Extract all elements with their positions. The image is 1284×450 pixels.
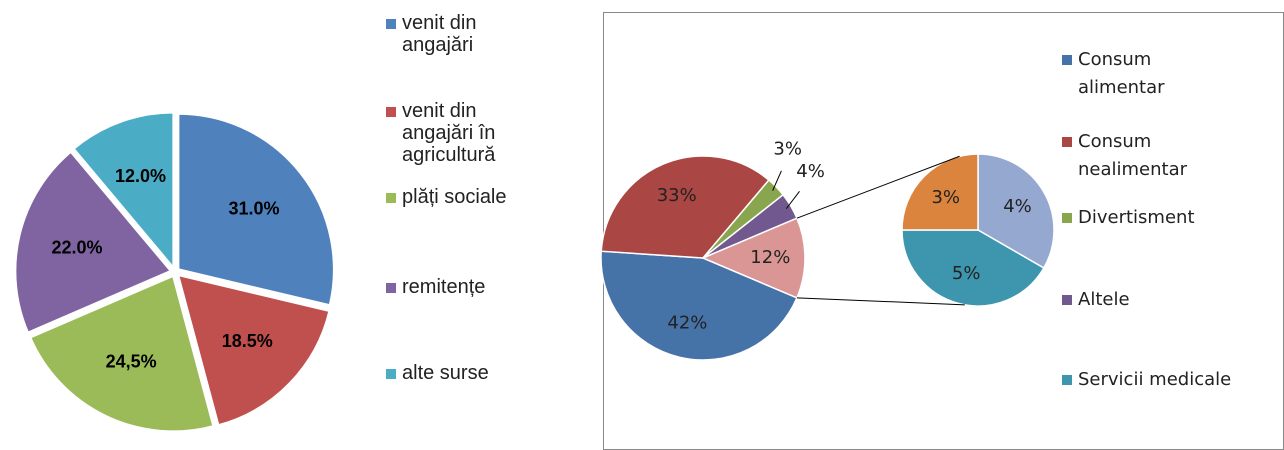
- legend-entry: Consum alimentar: [1062, 46, 1188, 102]
- pie-slice: [600, 155, 770, 259]
- connector-line: [796, 297, 965, 306]
- legend-swatch: [1062, 137, 1072, 147]
- data-label: 3%: [773, 138, 802, 159]
- legend-label: alte surse: [402, 362, 489, 384]
- legend-swatch: [386, 283, 396, 293]
- legend-swatch: [386, 107, 396, 117]
- legend-label: Servicii medicale: [1078, 369, 1232, 390]
- data-label: 33%: [657, 185, 697, 206]
- legend-label: remitențe: [402, 276, 486, 298]
- pie-slice: [701, 217, 806, 299]
- pie-slice: [901, 153, 979, 231]
- data-label: 3%: [931, 187, 960, 208]
- legend-label: Consum alimentar: [1078, 49, 1165, 98]
- pie-slice: [176, 112, 336, 307]
- legend-swatch: [386, 19, 396, 29]
- legend-swatch: [1062, 55, 1072, 65]
- pie-slice: [13, 149, 174, 335]
- legend-swatch: [1062, 375, 1072, 385]
- legend-entry: Servicii medicale: [1062, 366, 1284, 394]
- legend-entry: venit din angajări: [386, 12, 536, 56]
- legend-entry: Divertisment: [1062, 204, 1258, 232]
- data-label: 42%: [667, 312, 707, 333]
- data-label: 12%: [750, 247, 790, 268]
- legend-swatch: [1062, 295, 1072, 305]
- data-label: 4%: [796, 161, 825, 182]
- data-label: 4%: [1003, 196, 1032, 217]
- pie-slice: [977, 153, 1055, 270]
- legend-label: venit din angajări: [402, 12, 477, 56]
- legend-label: plăți sociale: [402, 186, 507, 208]
- data-label: 31.0%: [228, 198, 279, 218]
- pie-slice: [28, 273, 216, 433]
- legend-entry: remitențe: [386, 276, 536, 298]
- leader-line: [772, 170, 782, 191]
- legend-entry: venit din angajări în agricultură: [386, 100, 536, 166]
- data-label: 24,5%: [106, 351, 157, 371]
- legend-label: venit din angajări în agricultură: [402, 100, 496, 166]
- data-label: 18.5%: [222, 331, 273, 351]
- data-label: 12.0%: [115, 166, 166, 186]
- pie-slice: [176, 273, 332, 428]
- pie-slice: [71, 110, 175, 272]
- legend-swatch: [386, 193, 396, 203]
- data-label: 22.0%: [51, 238, 102, 258]
- legend-entry: Consum nealimentar: [1062, 128, 1208, 184]
- legend-swatch: [386, 369, 396, 379]
- legend-entry: alte surse: [386, 362, 536, 384]
- data-label: 5%: [952, 263, 981, 284]
- legend-swatch: [1062, 213, 1072, 223]
- leader-line: [785, 191, 800, 209]
- pie-slice: [600, 250, 798, 361]
- legend-entry: Altele: [1062, 286, 1258, 314]
- connector-line: [796, 155, 960, 219]
- pie-slice: [901, 229, 1045, 307]
- legend-label: Divertisment: [1078, 207, 1195, 228]
- legend-label: Altele: [1078, 289, 1130, 310]
- legend-entry: plăți sociale: [386, 186, 536, 208]
- legend-label: Consum nealimentar: [1078, 131, 1188, 180]
